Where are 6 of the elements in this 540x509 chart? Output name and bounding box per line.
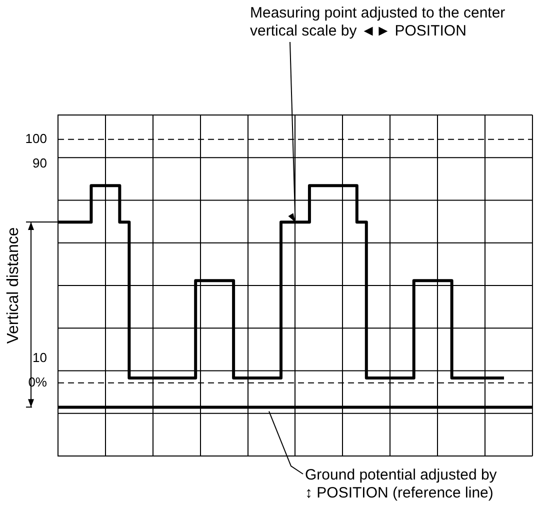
y-tick-label: 90 xyxy=(32,155,47,170)
y-axis-title: Vertical distance xyxy=(5,227,22,344)
y-tick-label: 100 xyxy=(25,130,47,146)
text: Measuring point adjusted to the center vertical scale by ◄► POSITION xyxy=(250,4,506,40)
ref-line-label: Ground potential adjusted by ↕ POSITION (reference line) xyxy=(305,466,498,502)
y-tick-label: 10 xyxy=(32,350,47,366)
